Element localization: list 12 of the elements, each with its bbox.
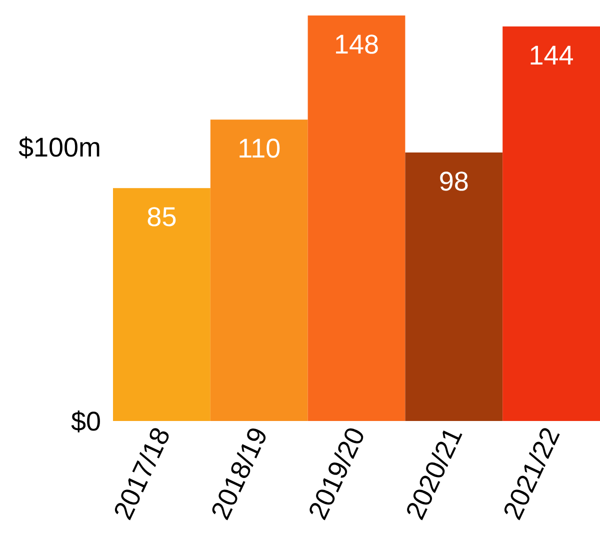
data-label: 110 [238, 134, 281, 164]
bar [502, 26, 600, 421]
y-tick-label: $100m [18, 132, 101, 162]
bar [113, 188, 210, 421]
data-label: 148 [334, 29, 380, 60]
data-label: 98 [438, 166, 469, 196]
y-tick-label: $0 [70, 406, 101, 436]
bar [210, 120, 308, 421]
bar [405, 152, 503, 421]
data-label: 144 [528, 40, 574, 70]
data-label: 85 [146, 202, 177, 232]
bar [308, 15, 406, 421]
